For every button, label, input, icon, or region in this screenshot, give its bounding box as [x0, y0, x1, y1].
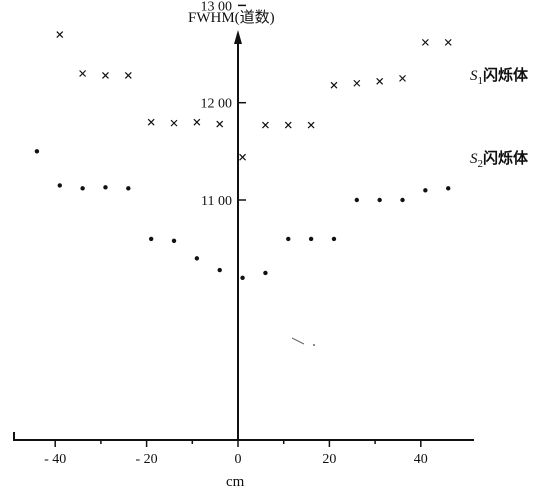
data-point-x: [216, 120, 224, 128]
series-label-s2-main: S: [470, 151, 478, 167]
data-point-dot: [217, 267, 222, 273]
series-label-s1-main: S: [470, 68, 478, 84]
data-point-dot: [263, 270, 268, 276]
data-point-dot: [194, 256, 200, 261]
data-point-x: [102, 72, 109, 79]
series-label-s1-suffix: 闪烁体: [483, 66, 529, 84]
y-axis-arrowhead: [234, 30, 242, 44]
series-s1: [56, 31, 452, 161]
axes: [13, 30, 474, 441]
data-point-x: [56, 31, 64, 39]
stray-mark: [291, 337, 305, 345]
data-point-x: [376, 77, 384, 85]
data-point-x: [79, 70, 87, 77]
data-point-dot: [34, 149, 40, 154]
x-ticks: - 40 - 20 0 20 40: [44, 440, 428, 467]
data-point-dot: [377, 197, 382, 203]
data-point-x: [421, 38, 429, 46]
data-point-x: [284, 121, 292, 129]
data-point-dot: [148, 236, 154, 242]
data-point-x: [261, 121, 269, 129]
data-point-dot: [57, 183, 62, 188]
stray-dot: [313, 344, 315, 346]
data-point-dot: [80, 186, 85, 191]
y-tick-label: 13 00: [201, 0, 233, 14]
data-point-x: [307, 121, 315, 129]
x-axis-title: cm: [226, 474, 245, 490]
data-point-dot: [308, 236, 314, 242]
x-tick-label: - 20: [136, 452, 158, 467]
series-label-s2: S2闪烁体: [470, 149, 529, 170]
data-point-x: [170, 119, 178, 127]
series-label-s1: S1闪烁体: [470, 66, 529, 87]
data-point-dot: [354, 197, 360, 203]
data-point-dot: [240, 275, 245, 281]
series-label-s2-sub: 2: [478, 158, 484, 170]
x-tick-label: 20: [322, 452, 336, 467]
x-tick-label: 40: [414, 452, 428, 467]
x-tick-label: 0: [235, 452, 242, 467]
data-point-x: [239, 153, 246, 161]
data-point-dot: [400, 197, 405, 203]
data-point-dot: [126, 186, 131, 191]
data-point-dot: [286, 236, 291, 242]
data-point-x: [399, 74, 406, 82]
series-label-s1-sub: 1: [478, 75, 484, 87]
series-label-s2-suffix: 闪烁体: [483, 149, 529, 167]
data-point-dot: [331, 236, 337, 242]
data-point-x: [444, 38, 452, 46]
series-s2: [34, 149, 451, 281]
data-point-x: [330, 81, 338, 89]
y-tick-label: 11 00: [201, 194, 232, 209]
data-point-x: [124, 72, 132, 79]
data-point-dot: [171, 238, 177, 244]
data-point-dot: [103, 185, 108, 190]
y-ticks: 11 00 12 00 13 00: [201, 0, 246, 209]
data-point-dot: [423, 188, 428, 193]
stray-marks: [291, 337, 315, 346]
y-axis-title: FWHM(道数): [188, 9, 275, 26]
data-point-x: [353, 79, 361, 87]
y-tick-label: 12 00: [201, 97, 233, 112]
data-point-dot: [446, 186, 451, 191]
data-point-x: [147, 118, 155, 126]
x-tick-label: - 40: [44, 452, 66, 467]
data-point-x: [193, 118, 201, 126]
